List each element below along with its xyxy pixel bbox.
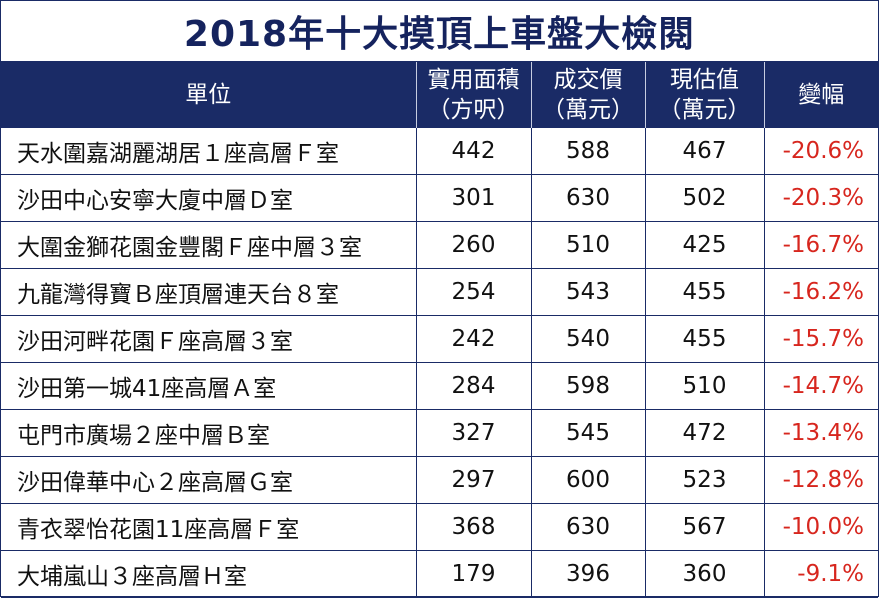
header-row: 單位 實用面積 （方呎） 成交價 （萬元） 現估值 （萬元） 變幅 bbox=[1, 62, 878, 128]
cell-unit: 大圍金獅花園金豐閣Ｆ座中層３室 bbox=[1, 221, 416, 269]
table-row: 九龍灣得寶Ｂ座頂層連天台８室 254 543 455 -16.2% bbox=[1, 268, 878, 316]
cell-change: -14.7% bbox=[763, 362, 878, 410]
cell-area: 301 bbox=[415, 174, 531, 222]
table-row: 青衣翠怡花園11座高層Ｆ室 368 630 567 -10.0% bbox=[1, 503, 878, 551]
cell-area: 254 bbox=[415, 268, 531, 316]
table-row: 天水圍嘉湖麗湖居１座高層Ｆ室 442 588 467 -20.6% bbox=[1, 128, 878, 175]
cell-price: 396 bbox=[530, 550, 645, 598]
header-change: 變幅 bbox=[763, 62, 878, 128]
cell-unit: 大埔嵐山３座高層Ｈ室 bbox=[1, 550, 416, 598]
cell-area: 260 bbox=[415, 221, 531, 269]
cell-price: 630 bbox=[530, 174, 645, 222]
cell-area: 242 bbox=[415, 315, 531, 363]
cell-unit: 屯門市廣場２座中層Ｂ室 bbox=[1, 409, 416, 457]
table-row: 沙田中心安寧大廈中層Ｄ室 301 630 502 -20.3% bbox=[1, 174, 878, 222]
page-title: 2018年十大摸頂上車盤大檢閱 bbox=[183, 14, 696, 55]
cell-valuation: 502 bbox=[644, 174, 764, 222]
cell-price: 600 bbox=[530, 456, 645, 504]
cell-area: 327 bbox=[415, 409, 531, 457]
cell-unit: 天水圍嘉湖麗湖居１座高層Ｆ室 bbox=[17, 141, 339, 167]
cell-change: -10.0% bbox=[763, 503, 878, 551]
cell-area: 179 bbox=[415, 550, 531, 598]
cell-area: 442 bbox=[415, 128, 531, 175]
cell-unit: 青衣翠怡花園11座高層Ｆ室 bbox=[1, 503, 416, 551]
cell-valuation: 523 bbox=[644, 456, 764, 504]
cell-change: -20.6% bbox=[763, 128, 878, 175]
cell-unit: 沙田中心安寧大廈中層Ｄ室 bbox=[1, 174, 416, 222]
cell-valuation: 455 bbox=[644, 268, 764, 316]
cell-price: 510 bbox=[530, 221, 645, 269]
table-row: 沙田河畔花園Ｆ座高層３室 242 540 455 -15.7% bbox=[1, 315, 878, 363]
title-bar: 2018年十大摸頂上車盤大檢閱 bbox=[1, 1, 878, 62]
cell-price: 543 bbox=[530, 268, 645, 316]
cell-price: 545 bbox=[530, 409, 645, 457]
header-unit: 單位 bbox=[1, 62, 416, 128]
cell-valuation: 467 bbox=[644, 128, 764, 175]
cell-change: -12.8% bbox=[763, 456, 878, 504]
cell-area: 284 bbox=[415, 362, 531, 410]
table-row: 沙田偉華中心２座高層Ｇ室 297 600 523 -12.8% bbox=[1, 456, 878, 504]
cell-unit: 沙田第一城41座高層Ａ室 bbox=[1, 362, 416, 410]
cell-valuation: 360 bbox=[644, 550, 764, 598]
cell-valuation: 472 bbox=[644, 409, 764, 457]
cell-unit: 沙田偉華中心２座高層Ｇ室 bbox=[1, 456, 416, 504]
cell-area: 297 bbox=[415, 456, 531, 504]
cell-valuation: 510 bbox=[644, 362, 764, 410]
header-price: 成交價 （萬元） bbox=[530, 62, 645, 128]
header-area: 實用面積 （方呎） bbox=[415, 62, 531, 128]
cell-price: 598 bbox=[530, 362, 645, 410]
table-row: 大埔嵐山３座高層Ｈ室 179 396 360 -9.1% bbox=[1, 550, 878, 598]
cell-valuation: 567 bbox=[644, 503, 764, 551]
cell-price: 540 bbox=[530, 315, 645, 363]
cell-unit: 沙田河畔花園Ｆ座高層３室 bbox=[1, 315, 416, 363]
cell-change: -15.7% bbox=[763, 315, 878, 363]
cell-price: 588 bbox=[530, 128, 645, 175]
cell-price: 630 bbox=[530, 503, 645, 551]
cell-area: 368 bbox=[415, 503, 531, 551]
cell-unit: 九龍灣得寶Ｂ座頂層連天台８室 bbox=[1, 268, 416, 316]
table-row: 大圍金獅花園金豐閣Ｆ座中層３室 260 510 425 -16.7% bbox=[1, 221, 878, 269]
table-row: 屯門市廣場２座中層Ｂ室 327 545 472 -13.4% bbox=[1, 409, 878, 457]
property-table: 單位 實用面積 （方呎） 成交價 （萬元） 現估值 （萬元） 變幅 天水圍嘉湖麗湖居１… bbox=[1, 62, 878, 598]
cell-change: -13.4% bbox=[763, 409, 878, 457]
header-valuation: 現估值 （萬元） bbox=[644, 62, 764, 128]
cell-change: -16.2% bbox=[763, 268, 878, 316]
cell-change: -16.7% bbox=[763, 221, 878, 269]
cell-change: -9.1% bbox=[763, 550, 878, 598]
cell-change: -20.3% bbox=[763, 174, 878, 222]
table-row: 沙田第一城41座高層Ａ室 284 598 510 -14.7% bbox=[1, 362, 878, 410]
cell-valuation: 425 bbox=[644, 221, 764, 269]
cell-valuation: 455 bbox=[644, 315, 764, 363]
